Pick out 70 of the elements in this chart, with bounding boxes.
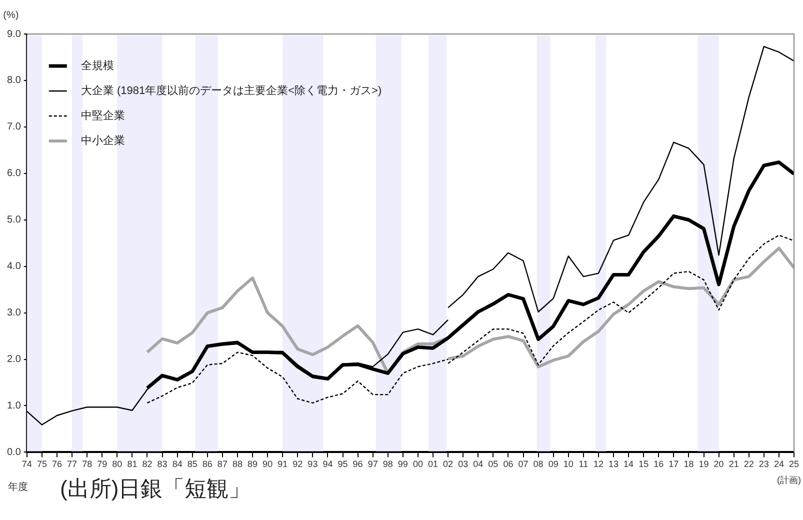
x-tick-label: 15 xyxy=(638,459,649,470)
y-tick-label: 9.0 xyxy=(6,28,22,40)
x-tick-label: 07 xyxy=(518,459,528,470)
x-tick-label: 02 xyxy=(443,459,454,470)
x-tick-label: 82 xyxy=(142,459,152,470)
x-tick-label: 75 xyxy=(36,459,47,470)
x-tick-label: 94 xyxy=(322,459,333,470)
text: (計画) xyxy=(777,475,801,486)
x-tick-label: 84 xyxy=(172,459,182,470)
y-tick-label: 1.0 xyxy=(6,400,22,412)
x-tick-label: 00 xyxy=(412,459,423,470)
x-tick-label: 74 xyxy=(22,459,32,470)
x-tick-label: 96 xyxy=(352,459,363,470)
legend-label: 大企業 (1981年度以前のデータは主要企業<除く電力・ガス>) xyxy=(80,84,382,98)
x-tick-label: 77 xyxy=(67,459,78,470)
x-tick-label: 80 xyxy=(112,459,122,470)
x-tick-label: 16 xyxy=(654,459,664,470)
x-tick-label: 25 xyxy=(788,459,800,470)
x-tick-label: 92 xyxy=(292,459,303,470)
x-axis-title: 年度 xyxy=(8,481,28,494)
x-tick-label: 88 xyxy=(232,459,242,470)
x-tick-label: 89 xyxy=(248,459,258,470)
x-tick-label: 81 xyxy=(127,459,138,470)
x-tick-label: 10 xyxy=(563,459,574,470)
y-tick-label: 5.0 xyxy=(6,214,22,226)
x-tick-label: 87 xyxy=(217,459,228,470)
x-tick-label: 76 xyxy=(52,459,62,470)
y-tick-label: 3.0 xyxy=(6,308,22,319)
x-tick-label: 20 xyxy=(714,459,724,470)
x-tick-label: 24 xyxy=(774,459,784,470)
x-tick-label: 14 xyxy=(624,459,634,470)
y-tick-label: 4.0 xyxy=(6,261,22,272)
x-tick-label: 90 xyxy=(262,459,273,470)
x-tick-label: 79 xyxy=(97,459,108,470)
x-tick-label: 93 xyxy=(308,459,318,470)
x-tick-label: 19 xyxy=(698,459,709,470)
x-tick-label: 98 xyxy=(382,459,393,470)
x-tick-label: 09 xyxy=(548,459,558,470)
x-tick-label: 05 xyxy=(488,459,498,470)
x-tick-label: 17 xyxy=(668,459,679,470)
x-tick-label: 97 xyxy=(368,459,378,470)
text: (出所)日銀「短観」 xyxy=(60,476,251,502)
x-tick-label: 23 xyxy=(758,459,769,470)
x-tick-label: 78 xyxy=(82,459,92,470)
x-tick-label: 08 xyxy=(533,459,544,470)
x-tick-label: 06 xyxy=(503,459,514,470)
legend-label: 中小企業 xyxy=(80,134,125,148)
y-axis-title: (%) xyxy=(3,10,19,21)
x-tick-label: 03 xyxy=(458,459,468,470)
x-tick-label: 83 xyxy=(157,459,168,470)
x-tick-label: 95 xyxy=(338,459,348,470)
x-tick-label: 01 xyxy=(428,459,438,470)
x-tick-label: 13 xyxy=(608,459,619,470)
x-tick-label: 12 xyxy=(593,459,604,470)
y-tick-label: 7.0 xyxy=(6,122,22,133)
x-tick-label: 91 xyxy=(278,459,288,470)
x-tick-label: 21 xyxy=(728,459,739,470)
x-tick-label: 04 xyxy=(473,459,484,470)
x-tick-label: 86 xyxy=(202,459,212,470)
y-tick-label: 8.0 xyxy=(6,75,22,86)
y-tick-label: 2.0 xyxy=(6,354,22,366)
x-tick-label: 22 xyxy=(744,459,754,470)
x-tick-label: 85 xyxy=(187,459,198,470)
y-tick-label: 6.0 xyxy=(6,168,22,180)
x-tick-label: 18 xyxy=(684,459,694,470)
legend-label: 中堅企業 xyxy=(80,109,125,122)
x-tick-label: 99 xyxy=(398,459,408,470)
legend-label: 全規模 xyxy=(80,60,114,72)
y-tick-label: 0.0 xyxy=(6,446,22,458)
x-tick-label: 11 xyxy=(578,459,588,470)
